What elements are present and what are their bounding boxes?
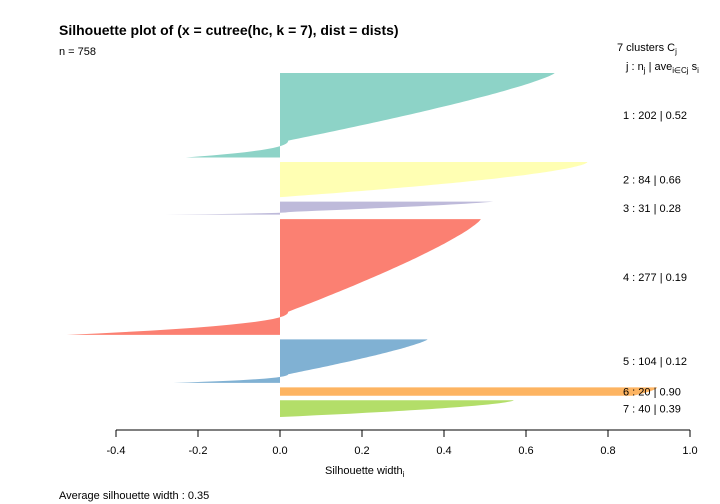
x-tick-label: 0.2 — [354, 445, 369, 457]
x-axis: -0.4 -0.2 0.0 0.2 0.4 0.6 0.8 1.0 — [107, 429, 698, 457]
x-tick-label: 0.4 — [436, 445, 451, 457]
cluster-4-silhouette — [66, 219, 481, 335]
average-silhouette-width: Average silhouette width : 0.35 — [59, 490, 209, 502]
chart-title: Silhouette plot of (x = cutree(hc, k = 7… — [59, 22, 399, 38]
cluster-3-label: 3 : 31 | 0.28 — [623, 203, 681, 215]
x-tick-label: 0.0 — [272, 445, 287, 457]
cluster-4-label: 4 : 277 | 0.19 — [623, 272, 687, 284]
cluster-5-silhouette — [173, 339, 428, 383]
cluster-1-label: 1 : 202 | 0.52 — [623, 110, 687, 122]
cluster-2-silhouette — [280, 162, 588, 198]
x-axis-label: Silhouette widthi — [325, 465, 405, 479]
legend-header-line2: j : nj | avei∈Cj si — [625, 61, 699, 75]
cluster-6-label: 6 : 20 | 0.90 — [623, 387, 681, 399]
cluster-7-silhouette — [280, 400, 514, 417]
cluster-labels: 1 : 202 | 0.52 2 : 84 | 0.66 3 : 31 | 0.28… — [623, 110, 687, 415]
x-tick-label: 0.8 — [600, 445, 615, 457]
x-tick-label: 1.0 — [682, 445, 697, 457]
cluster-3-silhouette — [165, 201, 494, 215]
cluster-5-label: 5 : 104 | 0.12 — [623, 356, 687, 368]
cluster-6-silhouette — [280, 387, 658, 396]
chart-subtitle: n = 758 — [59, 46, 96, 58]
x-tick-label: 0.6 — [518, 445, 533, 457]
x-tick-label: -0.4 — [107, 445, 126, 457]
silhouette-bars — [66, 73, 658, 417]
legend-header-line1: 7 clusters Cj — [617, 42, 677, 56]
cluster-2-label: 2 : 84 | 0.66 — [623, 175, 681, 187]
x-tick-label: -0.2 — [189, 445, 208, 457]
cluster-1-silhouette — [185, 73, 555, 158]
cluster-7-label: 7 : 40 | 0.39 — [623, 404, 681, 416]
